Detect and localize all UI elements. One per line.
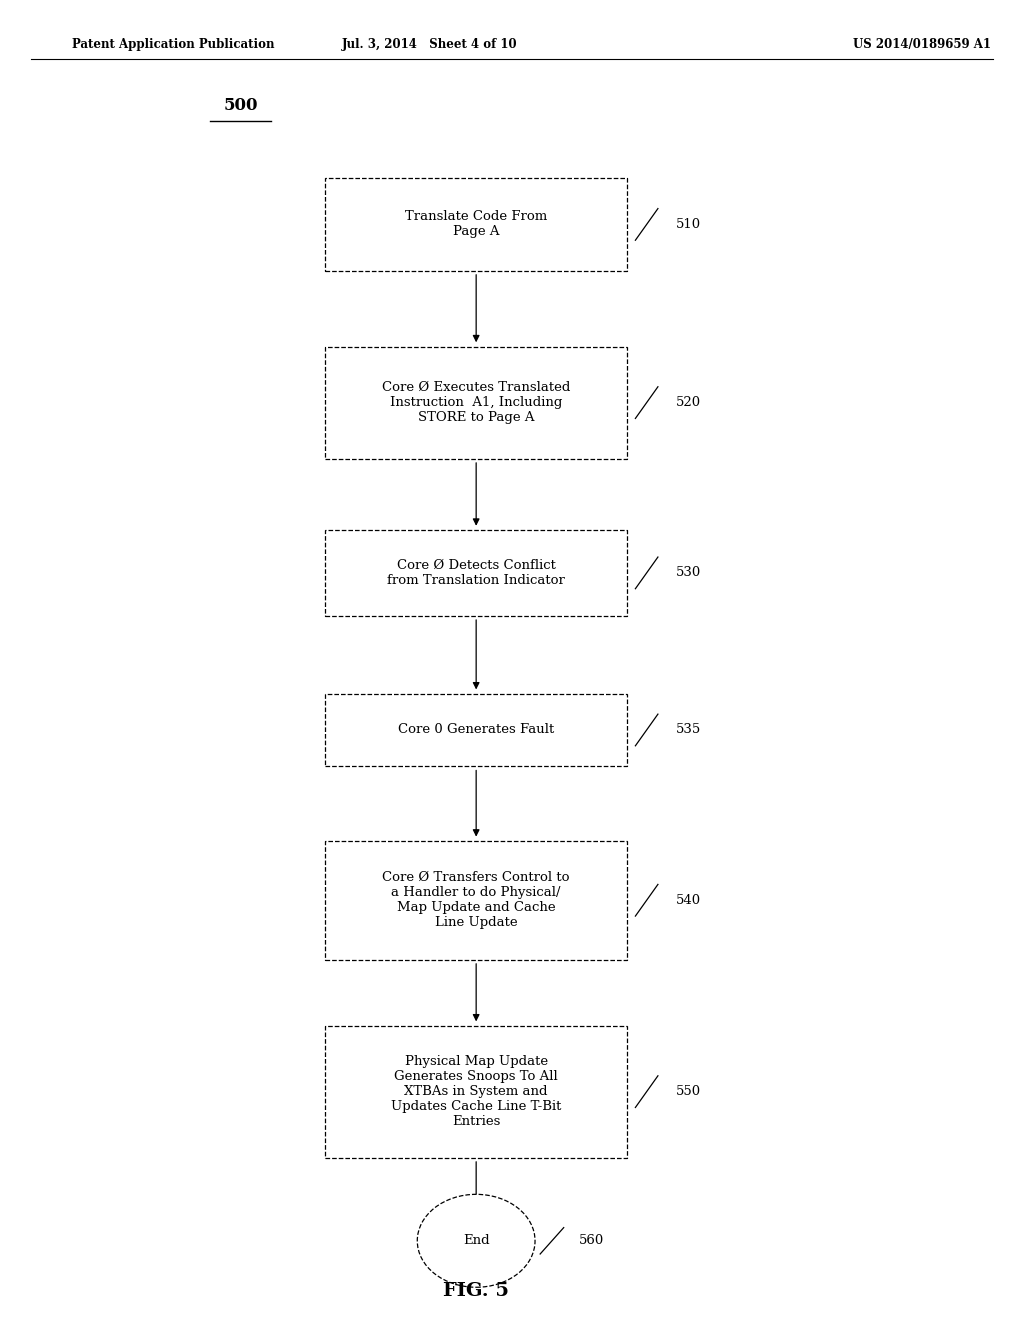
Text: Core Ø Transfers Control to
a Handler to do Physical/
Map Update and Cache
Line : Core Ø Transfers Control to a Handler to… [382,871,570,929]
Text: 540: 540 [677,894,701,907]
Text: Jul. 3, 2014   Sheet 4 of 10: Jul. 3, 2014 Sheet 4 of 10 [342,38,518,51]
Text: 560: 560 [580,1234,604,1247]
FancyBboxPatch shape [326,1026,627,1158]
Text: 510: 510 [677,218,701,231]
Text: 520: 520 [677,396,701,409]
Text: Translate Code From
Page A: Translate Code From Page A [406,210,547,239]
FancyBboxPatch shape [326,347,627,459]
Text: 500: 500 [223,98,258,114]
Ellipse shape [418,1195,536,1287]
Text: Core Ø Executes Translated
Instruction  A1, Including
STORE to Page A: Core Ø Executes Translated Instruction A… [382,381,570,424]
FancyBboxPatch shape [326,178,627,271]
FancyBboxPatch shape [326,841,627,960]
FancyBboxPatch shape [326,694,627,766]
Text: Core 0 Generates Fault: Core 0 Generates Fault [398,723,554,737]
Text: Patent Application Publication: Patent Application Publication [72,38,274,51]
Text: 530: 530 [677,566,701,579]
Text: Physical Map Update
Generates Snoops To All
XTBAs in System and
Updates Cache Li: Physical Map Update Generates Snoops To … [391,1055,561,1129]
FancyBboxPatch shape [326,529,627,615]
Text: US 2014/0189659 A1: US 2014/0189659 A1 [853,38,990,51]
Text: 550: 550 [677,1085,701,1098]
Text: 535: 535 [677,723,701,737]
Text: FIG. 5: FIG. 5 [443,1282,509,1300]
Text: Core Ø Detects Conflict
from Translation Indicator: Core Ø Detects Conflict from Translation… [387,558,565,587]
Text: End: End [463,1234,489,1247]
